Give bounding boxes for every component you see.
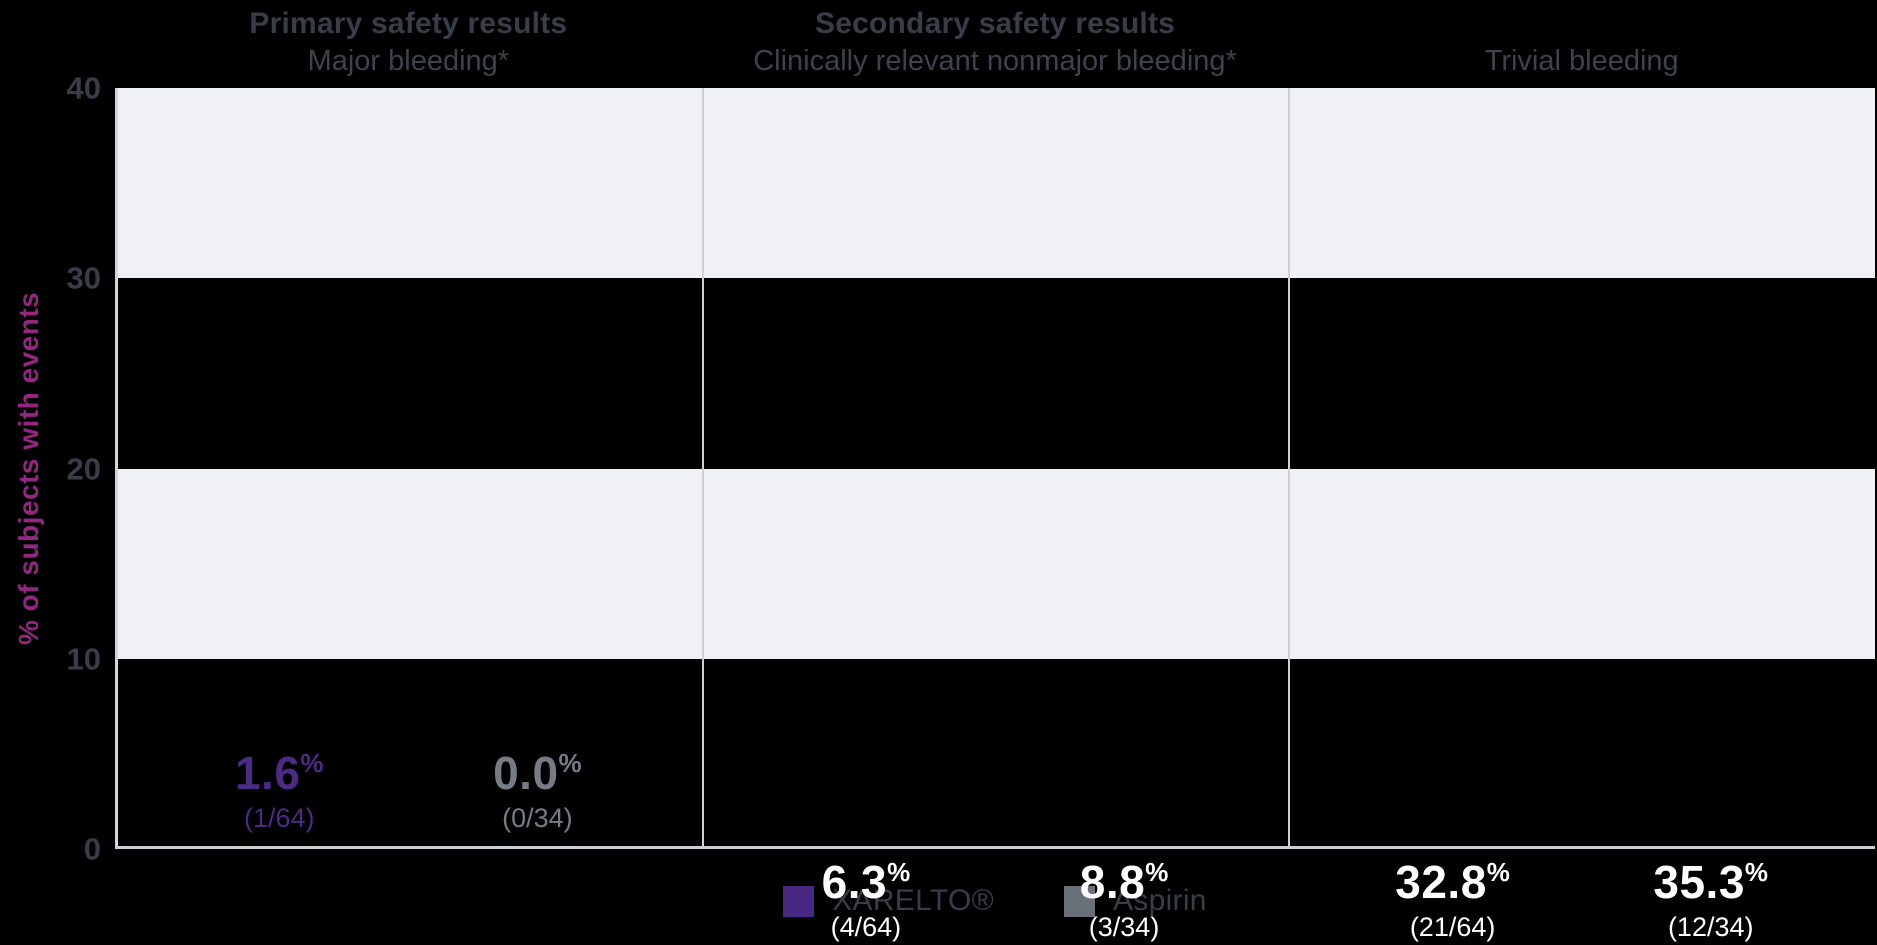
legend-swatch-xarelto [783, 885, 815, 917]
panel-header-secondary: Secondary safety results Clinically rele… [702, 4, 1289, 79]
panel-headers: Primary safety results Major bleeding* S… [115, 4, 1875, 79]
y-tick-10: 10 [66, 641, 101, 677]
grid-band [115, 88, 1875, 279]
y-tick-0: 0 [83, 831, 101, 867]
legend-swatch-aspirin [1063, 885, 1095, 917]
panel-title [1288, 4, 1875, 43]
legend-label-xarelto: XARELTO® [832, 884, 994, 917]
percent-sign: % [887, 857, 911, 887]
bar-value-label: 6.3% (4/64) [758, 859, 973, 941]
grid-band [115, 278, 1875, 468]
legend-item-xarelto: XARELTO® [783, 884, 994, 918]
percent-sign: % [300, 748, 324, 778]
y-axis-title: % of subjects with events [13, 291, 44, 646]
grid-band [115, 468, 1875, 659]
bar-percent-value: 35.3 [1653, 856, 1745, 908]
panel-header-trivial: Trivial bleeding [1288, 4, 1875, 79]
bar-value-label: 0.0% (0/34) [493, 750, 582, 832]
bar-value-label: 32.8% (21/64) [1345, 859, 1560, 941]
bar-xarelto-major-bleeding: 1.6% (1/64) 1.6% (1/64) [172, 750, 387, 846]
bar-fraction-label: (4/64) [830, 912, 902, 942]
bar-fraction-label: (3/34) [1088, 912, 1160, 942]
y-tick-20: 20 [66, 451, 101, 486]
legend: XARELTO® Aspirin [115, 884, 1875, 918]
bar-value-label: 35.3% (12/34) [1603, 859, 1818, 941]
percent-sign: % [1145, 857, 1169, 887]
bar-value-label: 8.8% (3/34) [1017, 859, 1232, 941]
panel-subtitle: Trivial bleeding [1484, 45, 1679, 77]
bar-fraction-label: (12/34) [1667, 912, 1754, 942]
y-axis-line [115, 88, 118, 849]
bar-percent-value: 0.0 [493, 747, 559, 799]
panel-divider [1288, 88, 1291, 849]
bar-fraction-label: (1/64) [243, 803, 315, 833]
plot-area: % of subjects with events 40 30 20 10 0 … [13, 73, 1875, 941]
legend-item-aspirin: Aspirin [1063, 884, 1207, 918]
panel-divider [701, 88, 704, 849]
bar-percent-value: 6.3 [821, 856, 888, 908]
bar-aspirin-major-bleeding: 0.0% (0/34) 0.0% (0/34) [430, 750, 645, 846]
bar-percent-value: 32.8 [1395, 856, 1487, 908]
panel-title: Primary safety results [249, 7, 568, 40]
bar-fraction-label: (21/64) [1409, 912, 1496, 942]
y-tick-40: 40 [66, 70, 101, 106]
y-tick-30: 30 [66, 260, 101, 296]
bar-percent-value: 8.8 [1079, 856, 1146, 908]
bar-fraction-label: (0/34) [502, 803, 573, 833]
panel-header-primary: Primary safety results Major bleeding* [115, 4, 702, 79]
bar-percent-value: 1.6 [234, 747, 301, 799]
panel-subtitle: Clinically relevant nonmajor bleeding* [753, 45, 1237, 77]
bar-value-label: 1.6% (1/64) [235, 750, 324, 832]
percent-sign: % [1486, 857, 1510, 887]
legend-label-aspirin: Aspirin [1112, 884, 1207, 917]
percent-sign: % [558, 748, 582, 778]
panel-subtitle: Major bleeding* [307, 45, 510, 77]
x-axis-line [115, 846, 1875, 849]
panel-title: Secondary safety results [815, 7, 1175, 40]
percent-sign: % [1744, 857, 1769, 887]
